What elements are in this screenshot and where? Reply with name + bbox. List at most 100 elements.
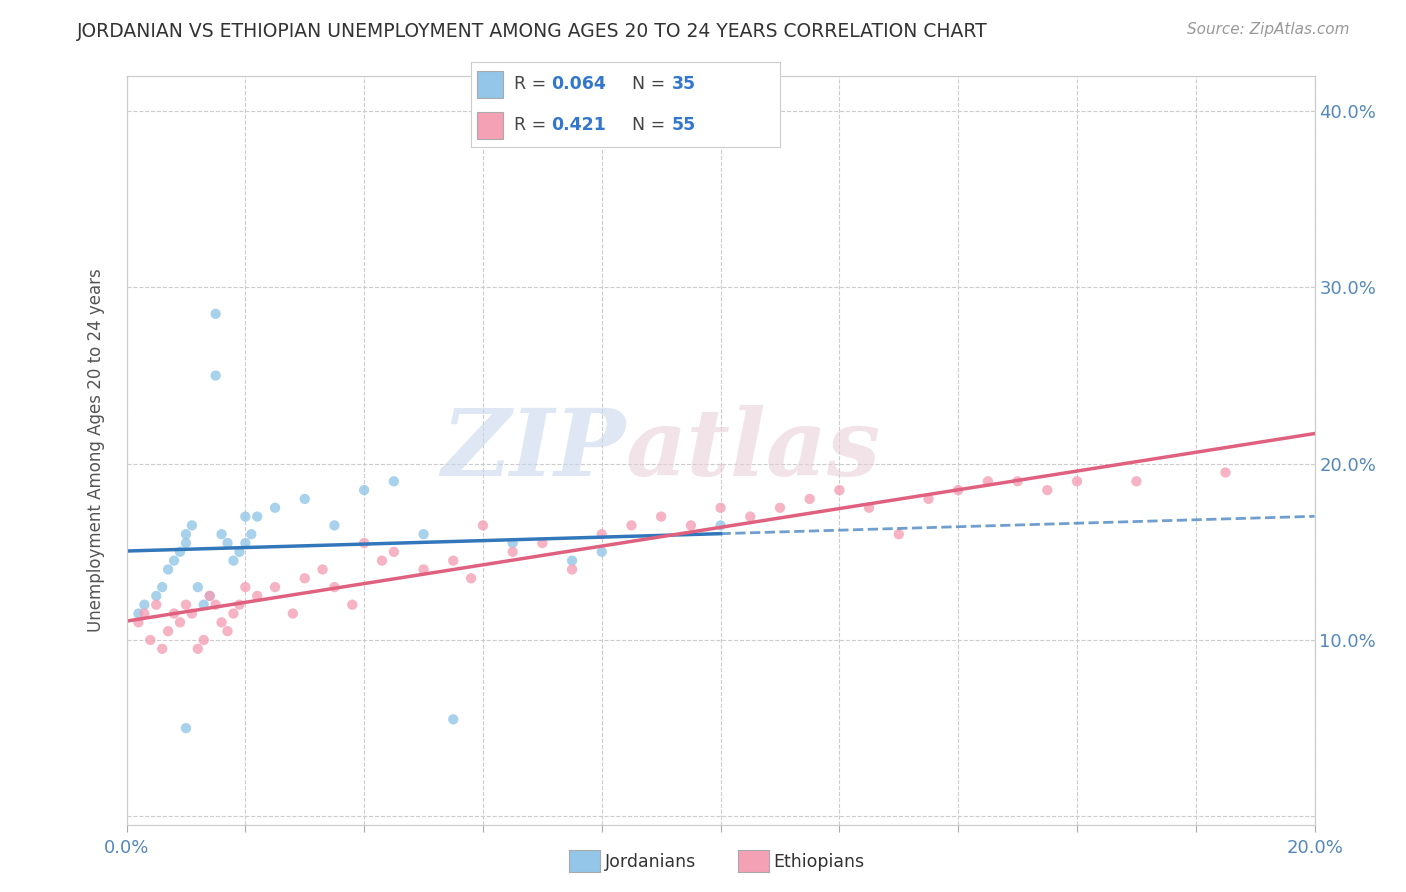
Text: R =: R =	[515, 116, 553, 134]
Point	[342, 598, 364, 612]
Point	[620, 518, 643, 533]
Point	[211, 527, 233, 541]
Point	[134, 598, 156, 612]
Point	[187, 641, 209, 656]
Point	[174, 598, 197, 612]
Y-axis label: Unemployment Among Ages 20 to 24 years: Unemployment Among Ages 20 to 24 years	[87, 268, 105, 632]
Point	[246, 509, 269, 524]
Point	[441, 712, 464, 726]
Text: R =: R =	[515, 76, 553, 94]
Point	[710, 518, 733, 533]
Point	[441, 554, 464, 568]
Text: N =: N =	[631, 76, 671, 94]
Point	[233, 580, 257, 594]
Point	[740, 509, 762, 524]
Point	[187, 580, 209, 594]
Point	[233, 536, 257, 550]
Text: 0.421: 0.421	[551, 116, 606, 134]
Point	[145, 589, 167, 603]
Point	[828, 483, 851, 497]
Point	[174, 721, 197, 735]
Point	[222, 607, 245, 621]
Point	[472, 518, 495, 533]
Point	[371, 554, 394, 568]
Point	[198, 589, 221, 603]
Point	[281, 607, 304, 621]
Point	[228, 598, 250, 612]
Point	[353, 536, 375, 550]
Text: atlas: atlas	[626, 406, 880, 495]
Text: 55: 55	[672, 116, 696, 134]
Point	[531, 536, 554, 550]
Point	[150, 580, 173, 594]
Point	[193, 632, 215, 647]
Point	[222, 554, 245, 568]
Point	[1125, 475, 1147, 489]
Point	[204, 368, 226, 383]
Point	[134, 607, 156, 621]
Point	[294, 491, 316, 506]
Point	[502, 545, 524, 559]
Point	[1215, 466, 1237, 480]
Point	[1066, 475, 1088, 489]
Point	[163, 607, 186, 621]
Point	[948, 483, 970, 497]
Point	[264, 500, 287, 515]
Point	[163, 554, 186, 568]
Point	[233, 509, 257, 524]
Point	[174, 536, 197, 550]
Point	[127, 615, 149, 630]
Point	[204, 307, 226, 321]
Text: JORDANIAN VS ETHIOPIAN UNEMPLOYMENT AMONG AGES 20 TO 24 YEARS CORRELATION CHART: JORDANIAN VS ETHIOPIAN UNEMPLOYMENT AMON…	[77, 22, 988, 41]
Point	[174, 527, 197, 541]
Point	[264, 580, 287, 594]
Point	[460, 571, 482, 585]
Point	[412, 527, 434, 541]
Text: 35: 35	[672, 76, 696, 94]
Point	[204, 598, 226, 612]
Point	[228, 545, 250, 559]
Point	[353, 483, 375, 497]
Point	[294, 571, 316, 585]
Text: ZIP: ZIP	[441, 406, 626, 495]
Point	[198, 589, 221, 603]
Point	[169, 615, 191, 630]
Point	[561, 562, 583, 576]
Point	[382, 475, 405, 489]
Point	[412, 562, 434, 576]
Point	[323, 518, 346, 533]
Point	[311, 562, 333, 576]
Point	[679, 518, 702, 533]
Text: Ethiopians: Ethiopians	[773, 853, 865, 871]
Point	[139, 632, 162, 647]
Point	[591, 545, 613, 559]
Point	[157, 562, 180, 576]
Point	[150, 641, 173, 656]
Point	[217, 624, 239, 639]
Point	[977, 475, 1000, 489]
Point	[323, 580, 346, 594]
Point	[1036, 483, 1059, 497]
Text: N =: N =	[631, 116, 671, 134]
Text: Source: ZipAtlas.com: Source: ZipAtlas.com	[1187, 22, 1350, 37]
Point	[246, 589, 269, 603]
Point	[211, 615, 233, 630]
Point	[887, 527, 910, 541]
Point	[169, 545, 191, 559]
Point	[217, 536, 239, 550]
Point	[561, 554, 583, 568]
Point	[650, 509, 672, 524]
Point	[193, 598, 215, 612]
Point	[180, 607, 202, 621]
Point	[858, 500, 880, 515]
Point	[591, 527, 613, 541]
Point	[382, 545, 405, 559]
Point	[769, 500, 792, 515]
Point	[710, 500, 733, 515]
Text: Jordanians: Jordanians	[605, 853, 696, 871]
Text: 0.064: 0.064	[551, 76, 606, 94]
Point	[1007, 475, 1029, 489]
Point	[180, 518, 202, 533]
Point	[157, 624, 180, 639]
Point	[799, 491, 821, 506]
